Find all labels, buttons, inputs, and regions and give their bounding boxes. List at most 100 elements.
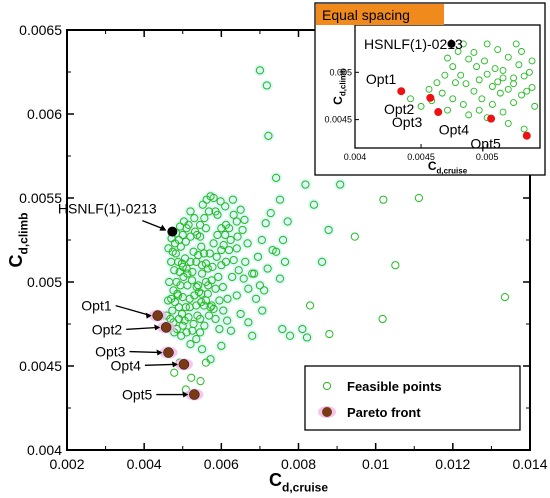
plot-frame — [66, 29, 531, 451]
inset-feasible-point — [465, 111, 473, 119]
feasible-point — [217, 341, 226, 350]
feasible-point — [298, 324, 307, 334]
feasible-glow — [215, 339, 228, 352]
feasible-point — [168, 306, 177, 315]
feasible-point — [324, 225, 333, 235]
inset-pareto-point — [487, 114, 496, 123]
feasible-point — [201, 259, 210, 268]
feasible-point — [236, 205, 245, 214]
feasible-glow — [184, 338, 197, 351]
y-axis-label: Cd,climb — [6, 212, 30, 267]
feasible-point — [187, 373, 196, 382]
pareto-label: Opt2 — [92, 321, 123, 337]
inset-feasible-point — [451, 79, 459, 87]
feasible-point — [216, 197, 225, 206]
feasible-point — [197, 298, 206, 307]
feasible-point — [219, 240, 228, 250]
feasible-glow — [231, 230, 244, 243]
inset-feasible-point — [457, 71, 465, 79]
inset-feasible-point — [470, 87, 478, 95]
pareto-label: Opt5 — [122, 387, 153, 403]
feasible-point — [187, 276, 197, 285]
feasible-point — [197, 261, 207, 270]
inset-frame — [354, 24, 541, 149]
inset-baseline-label: HSNLF(1)-0213 — [364, 36, 463, 52]
inset-x-axis-label-sub: d,cruise — [436, 167, 467, 176]
pareto-arrow — [129, 350, 162, 354]
feasible-point — [218, 282, 227, 292]
inset-x-tick-label: 0.0045 — [407, 152, 435, 162]
feasible-point — [198, 200, 207, 209]
feasible-point — [264, 131, 273, 140]
inset-feasible-point — [444, 106, 451, 114]
inset-feasible-point — [475, 76, 483, 84]
feasible-glow — [277, 234, 290, 246]
feasible-point — [278, 324, 287, 334]
feasible-point — [170, 266, 179, 275]
feasible-point — [391, 261, 400, 270]
feasible-point — [197, 289, 206, 298]
y-axis-label-sub: d,climb — [16, 212, 30, 254]
feasible-point — [226, 235, 235, 245]
feasible-point — [336, 180, 345, 189]
feasible-glow — [334, 178, 347, 191]
feasible-glow — [234, 307, 247, 320]
feasible-point — [239, 274, 248, 283]
feasible-point — [174, 291, 183, 300]
feasible-point — [209, 193, 218, 203]
inset-pareto-label: Opt3 — [392, 114, 423, 130]
feasible-point — [500, 293, 510, 302]
feasible-glow — [316, 255, 329, 268]
feasible-glow — [216, 281, 229, 294]
feasible-point — [234, 266, 243, 275]
feasible-point — [179, 217, 189, 226]
x-tick-label: 0.004 — [127, 456, 162, 472]
inset-feasible-point — [499, 74, 507, 82]
inset-feasible-point — [449, 63, 457, 71]
inset-feasible-point — [512, 40, 520, 48]
feasible-glow — [273, 193, 286, 206]
feasible-glow — [196, 259, 209, 272]
feasible-glow — [250, 292, 263, 305]
inset-pareto-label: Opt2 — [384, 101, 415, 117]
feasible-point — [193, 311, 202, 320]
feasible-glow — [242, 316, 255, 329]
feasible-glow — [273, 272, 286, 285]
inset-feasible-point — [518, 48, 525, 55]
feasible-point — [240, 215, 249, 224]
inset-feasible-point — [531, 102, 539, 110]
feasible-point — [197, 345, 207, 354]
feasible-point — [257, 235, 266, 245]
pareto-point — [163, 347, 174, 358]
feasible-glow — [221, 314, 234, 327]
feasible-point — [378, 314, 387, 324]
feasible-point — [229, 256, 238, 265]
feasible-point — [228, 272, 237, 282]
inset-feasible-point — [499, 66, 507, 74]
inset-y-axis-label-sub: d,climb — [339, 68, 348, 96]
feasible-glow — [213, 323, 226, 336]
feasible-glow — [253, 279, 266, 292]
x-tick-label: 0.014 — [512, 456, 547, 472]
baseline-arrowhead — [159, 224, 167, 231]
feasible-point — [190, 227, 200, 236]
feasible-point — [309, 200, 319, 209]
inset-feasible-point — [459, 101, 467, 108]
feasible-point — [414, 193, 423, 203]
feasible-point — [238, 225, 247, 235]
feasible-point — [243, 239, 252, 248]
inset-feasible-point — [470, 48, 478, 56]
feasible-glow — [227, 254, 240, 267]
inset-feasible-point — [515, 61, 523, 69]
inset-feasible-point — [494, 46, 502, 54]
feasible-glow — [241, 237, 254, 250]
pareto-point — [189, 389, 200, 400]
baseline-label: HSNLF(1)-0213 — [58, 201, 157, 217]
feasible-point — [260, 286, 269, 295]
inset-title: Equal spacing — [322, 7, 410, 23]
feasible-point — [263, 264, 272, 273]
inset-y-tick-label: 0.005 — [329, 67, 352, 77]
y-tick-label: 0.005 — [27, 274, 62, 290]
feasible-point — [175, 222, 185, 231]
